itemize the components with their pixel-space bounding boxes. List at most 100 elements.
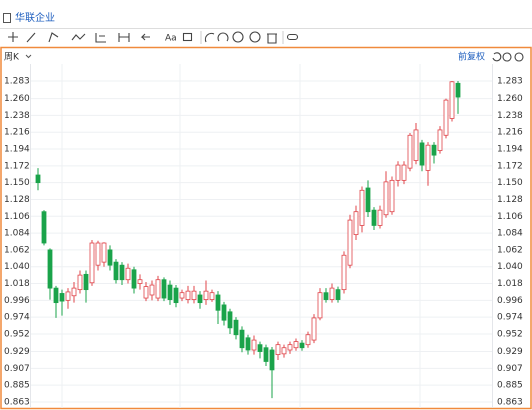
delete-tool[interactable] [267,33,277,44]
candle-body [143,286,149,299]
candle-body [455,82,461,98]
candle-body [83,273,89,291]
candle-body [383,181,389,216]
channel-tool[interactable] [48,32,59,43]
candle-body [227,311,233,329]
candle-body [323,292,329,300]
y-tick-label: 0.974 [4,313,30,323]
y-tick-label-right: 0.907 [497,364,523,374]
wave-tool[interactable] [71,33,86,41]
candle-body [155,279,161,299]
candle-body [299,342,305,349]
candle-body [281,347,287,355]
fib-tool[interactable] [95,33,106,43]
measure-tool[interactable] [118,33,130,42]
arrow-tool[interactable] [140,33,150,41]
zoom-in-button[interactable] [514,52,524,62]
link-tool[interactable] [286,33,299,41]
y-tick-label: 1.018 [4,279,30,289]
candle-body [197,294,203,304]
arc-tool[interactable] [204,32,215,43]
candle-body [167,284,173,300]
y-tick-label: 0.907 [4,364,30,374]
y-tick-label-right: 1.216 [497,128,523,138]
candle-body [41,211,47,244]
period-caret[interactable] [25,54,32,59]
y-tick-label-right: 0.929 [497,347,523,357]
candle-body [353,211,359,236]
candle-body [101,242,107,263]
candle-body [317,292,323,319]
candle-body [269,349,275,371]
y-tick-label: 0.929 [4,347,30,357]
y-tick-label: 1.216 [4,128,30,138]
candle-body [209,292,215,300]
candle-body [239,329,245,349]
lock-tool[interactable] [232,31,244,43]
candle-body [443,99,449,136]
candle-body [215,294,221,311]
crosshair-tool[interactable] [8,32,18,42]
y-tick-label: 0.863 [4,397,30,407]
candle-body [179,292,185,299]
y-tick-label: 1.194 [4,145,30,155]
candle-body [287,344,293,351]
y-tick-label: 1.128 [4,195,30,205]
y-tick-label-right: 0.996 [497,296,523,306]
candle-body [449,81,455,119]
adjust-button[interactable]: 前复权 [458,51,485,63]
y-tick-label-right: 1.062 [497,245,523,255]
candle-body [137,279,143,284]
candle-body [407,134,413,169]
candle-body [161,279,167,299]
text-tool[interactable]: Aa [165,34,177,44]
vertical-grid [61,64,421,408]
candle-body [329,287,335,300]
y-tick-label: 0.952 [4,329,30,339]
candle-body [125,267,131,281]
zoom-out-button[interactable] [502,52,512,62]
y-tick-label: 1.106 [4,212,30,222]
y-tick-label: 1.084 [4,229,30,239]
candle-body [245,337,251,351]
panel-controls [492,52,524,62]
candle-body [53,287,59,304]
y-tick-label: 1.260 [4,94,30,104]
note-tool[interactable] [182,32,193,42]
hide-tool[interactable] [249,31,261,43]
candle-body [131,269,137,289]
candle-body [47,249,53,289]
y-tick-label-right: 0.952 [497,329,523,339]
candle-body [305,334,311,346]
period-selector[interactable]: 周K [4,52,20,63]
checkbox[interactable] [3,13,11,23]
candle-body [431,144,437,156]
y-tick-label: 1.238 [4,111,30,121]
candle-body [113,261,119,281]
magnet-tool[interactable] [217,32,229,42]
line-tool[interactable] [26,32,36,43]
candle-body [293,341,299,349]
candle-body [347,219,353,266]
undo-button[interactable] [492,52,502,62]
chart-panel [0,46,532,410]
candle-body [425,144,431,171]
candle-body [107,249,113,266]
candle-body [335,289,341,300]
candle-body [311,317,317,341]
candle-body [185,290,191,300]
y-tick-label-right: 1.172 [497,161,523,171]
y-tick-label-right: 1.283 [497,77,523,87]
stock-title: 华联企业 [15,11,55,24]
candle-body [257,344,263,352]
candle-body [413,129,419,161]
y-tick-label: 1.172 [4,161,30,171]
candle-body [275,344,281,355]
candle-body [419,142,425,166]
candle-body [359,189,365,226]
candle-body [221,304,227,321]
candle-body [89,242,95,284]
candle-body [203,290,209,300]
